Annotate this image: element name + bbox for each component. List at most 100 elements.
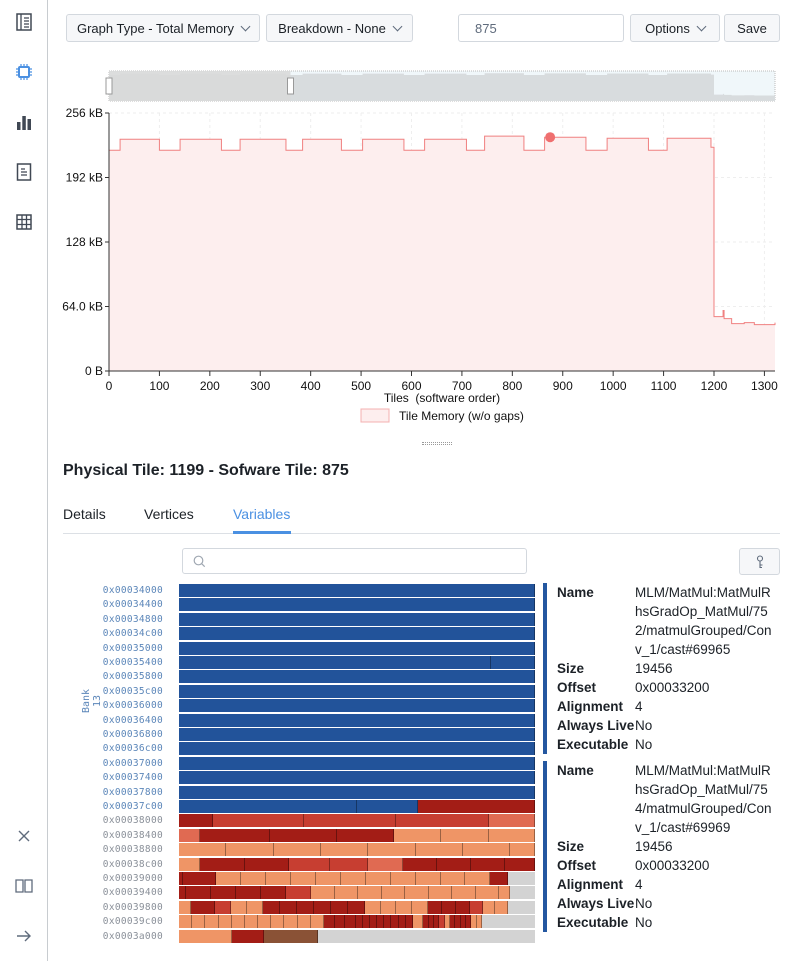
variable-block[interactable] bbox=[466, 915, 472, 929]
variable-block[interactable] bbox=[284, 915, 298, 929]
variable-block[interactable] bbox=[179, 900, 192, 914]
variable-block[interactable] bbox=[179, 670, 535, 684]
variable-block[interactable] bbox=[246, 900, 263, 914]
variable-block[interactable] bbox=[415, 872, 441, 885]
variable-block[interactable] bbox=[348, 900, 366, 914]
variable-block[interactable] bbox=[179, 828, 201, 842]
variable-block[interactable] bbox=[260, 886, 286, 900]
chip-icon[interactable] bbox=[14, 62, 34, 82]
variable-block[interactable] bbox=[216, 872, 242, 885]
variable-block[interactable] bbox=[179, 728, 535, 741]
variable-block[interactable] bbox=[321, 843, 369, 857]
variable-block[interactable] bbox=[179, 785, 535, 799]
tab-variables[interactable]: Variables bbox=[233, 506, 291, 522]
tab-vertices[interactable]: Vertices bbox=[144, 506, 194, 522]
tab-details[interactable]: Details bbox=[63, 506, 106, 522]
variable-block[interactable] bbox=[230, 900, 247, 914]
variable-block[interactable] bbox=[391, 915, 399, 929]
variable-block[interactable] bbox=[262, 900, 280, 914]
book-icon[interactable] bbox=[14, 876, 34, 896]
variable-block[interactable] bbox=[368, 843, 416, 857]
variable-block[interactable] bbox=[403, 857, 438, 871]
variable-block[interactable] bbox=[179, 872, 184, 885]
variable-block[interactable] bbox=[179, 656, 491, 669]
variable-block[interactable] bbox=[179, 742, 535, 756]
variable-block[interactable] bbox=[434, 915, 440, 929]
variable-block[interactable] bbox=[428, 915, 435, 929]
variable-block[interactable] bbox=[313, 900, 331, 914]
variable-block[interactable] bbox=[380, 900, 397, 914]
variable-block[interactable] bbox=[179, 684, 535, 698]
variable-block[interactable] bbox=[330, 857, 368, 871]
variable-block[interactable] bbox=[303, 814, 397, 828]
variable-block[interactable] bbox=[179, 843, 227, 857]
variable-block[interactable] bbox=[490, 872, 509, 885]
variable-block[interactable] bbox=[264, 929, 318, 943]
variable-block[interactable] bbox=[381, 886, 406, 900]
variable-block[interactable] bbox=[355, 915, 364, 929]
bar-chart-icon[interactable] bbox=[14, 112, 34, 132]
variable-block[interactable] bbox=[357, 800, 418, 813]
variable-block[interactable] bbox=[398, 915, 406, 929]
variable-block[interactable] bbox=[179, 598, 535, 612]
variable-block[interactable] bbox=[179, 915, 193, 929]
variable-block[interactable] bbox=[345, 915, 356, 929]
memory-chart[interactable]: 0 100 200 300 400 500 600 700 800 900 1000 1100 1200… bbox=[0, 60, 795, 440]
variable-block[interactable] bbox=[273, 843, 322, 857]
variable-block[interactable] bbox=[441, 900, 457, 914]
variable-block[interactable] bbox=[471, 915, 477, 929]
variable-block[interactable] bbox=[218, 915, 232, 929]
variable-block[interactable] bbox=[490, 656, 535, 669]
variable-block[interactable] bbox=[258, 915, 272, 929]
variable-block[interactable] bbox=[310, 886, 335, 900]
variable-block[interactable] bbox=[428, 886, 453, 900]
variable-block[interactable] bbox=[384, 915, 392, 929]
variable-block[interactable] bbox=[179, 584, 535, 597]
variable-block[interactable] bbox=[211, 886, 236, 900]
variable-block[interactable] bbox=[415, 843, 464, 857]
variable-block[interactable] bbox=[183, 872, 217, 885]
variable-block[interactable] bbox=[200, 857, 245, 871]
variable-block[interactable] bbox=[179, 713, 535, 727]
minimap-brush-handle[interactable] bbox=[105, 77, 113, 95]
variable-block[interactable] bbox=[499, 886, 510, 900]
variable-block[interactable] bbox=[205, 915, 219, 929]
variable-block[interactable] bbox=[439, 915, 445, 929]
variable-block[interactable] bbox=[396, 814, 489, 828]
report-icon[interactable] bbox=[14, 12, 34, 32]
variable-block[interactable] bbox=[244, 915, 259, 929]
variable-block[interactable] bbox=[334, 915, 346, 929]
variable-block[interactable] bbox=[297, 915, 311, 929]
variable-block[interactable] bbox=[476, 915, 483, 929]
variable-block[interactable] bbox=[214, 900, 231, 914]
variable-block[interactable] bbox=[412, 915, 424, 929]
variable-block[interactable] bbox=[291, 872, 316, 885]
options-dropdown[interactable]: Options bbox=[630, 14, 720, 42]
variable-block[interactable] bbox=[444, 915, 451, 929]
variable-block[interactable] bbox=[179, 771, 535, 785]
variable-block[interactable] bbox=[463, 843, 511, 857]
variable-block[interactable] bbox=[365, 900, 381, 914]
minimap-selection[interactable] bbox=[109, 71, 291, 101]
variable-block[interactable] bbox=[244, 857, 290, 871]
variable-block[interactable] bbox=[394, 828, 441, 842]
variable-block[interactable] bbox=[296, 900, 314, 914]
variable-block[interactable] bbox=[269, 828, 338, 842]
variable-block[interactable] bbox=[358, 886, 382, 900]
variable-block[interactable] bbox=[427, 900, 442, 914]
variable-block[interactable] bbox=[192, 915, 206, 929]
variable-block[interactable] bbox=[470, 900, 483, 914]
variable-block[interactable] bbox=[460, 915, 467, 929]
variable-block[interactable] bbox=[212, 814, 304, 828]
variable-block[interactable] bbox=[488, 814, 535, 828]
variable-block[interactable] bbox=[363, 915, 371, 929]
variable-block[interactable] bbox=[191, 900, 215, 914]
document-icon[interactable] bbox=[14, 162, 34, 182]
variable-block[interactable] bbox=[450, 915, 456, 929]
variable-block[interactable] bbox=[179, 699, 535, 713]
table-icon[interactable] bbox=[14, 212, 34, 232]
variable-block[interactable] bbox=[365, 872, 391, 885]
variable-block[interactable] bbox=[475, 886, 500, 900]
variable-block[interactable] bbox=[367, 857, 404, 871]
variable-block[interactable] bbox=[179, 612, 535, 626]
